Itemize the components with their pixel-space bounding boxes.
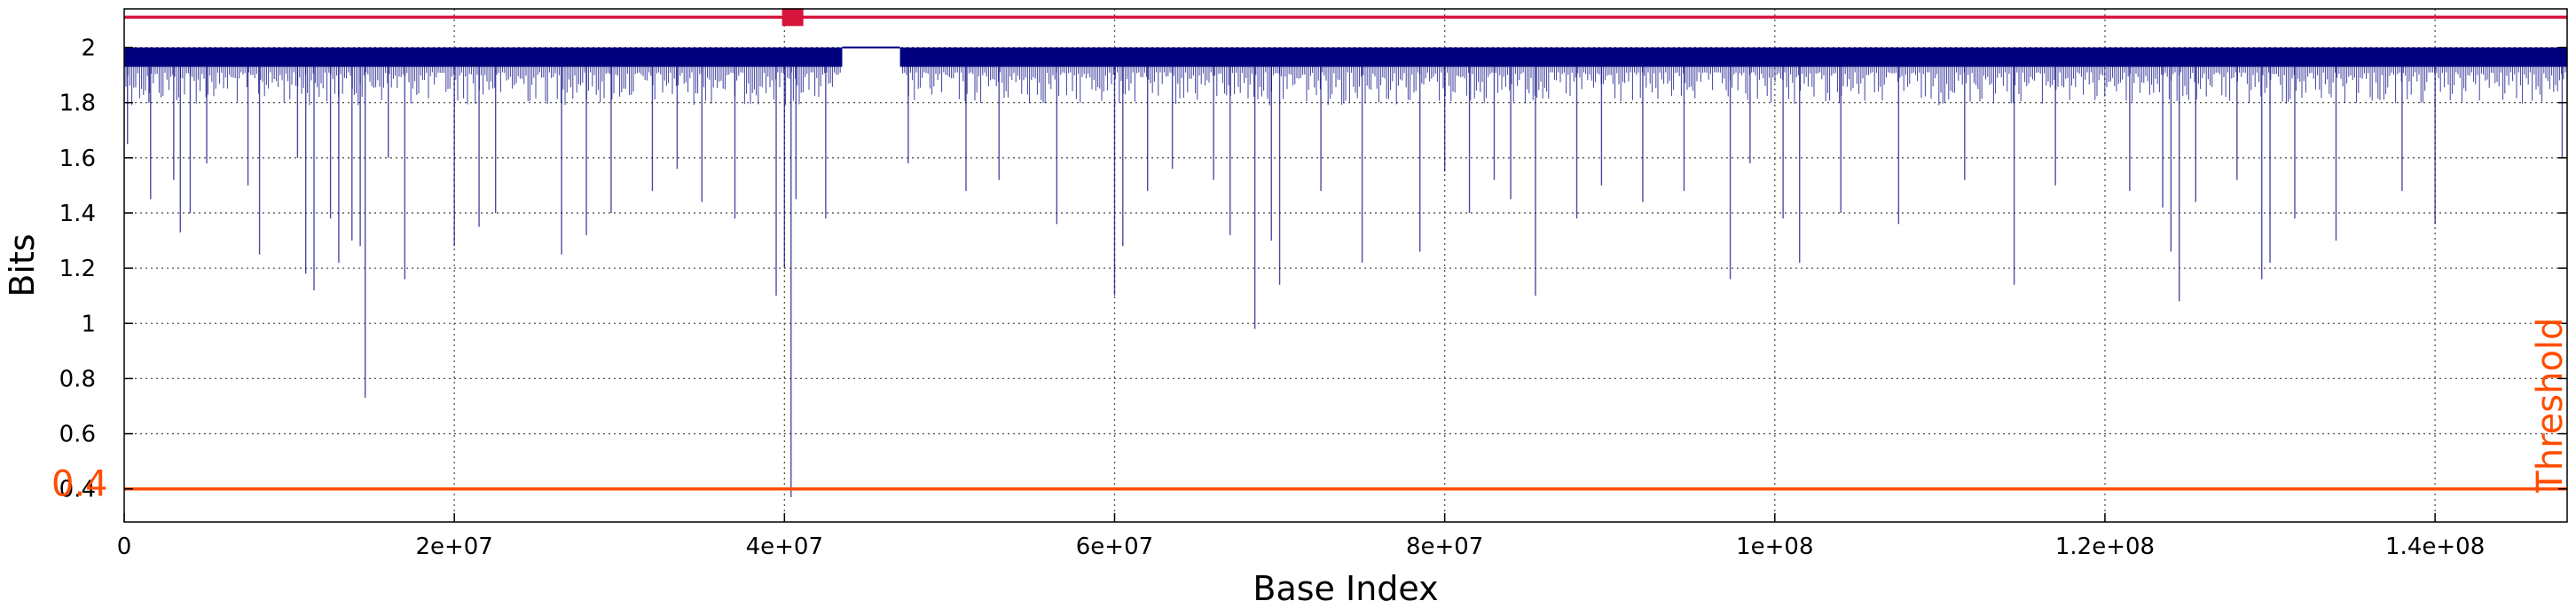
y-tick-label: 1.4: [59, 201, 96, 227]
y-tick-label: 0.8: [59, 366, 96, 392]
y-tick-label: 1.2: [59, 256, 96, 282]
x-tick-label: 4e+07: [746, 534, 823, 560]
x-tick-label: 1e+08: [1736, 534, 1813, 560]
y-tick-label: 0.6: [59, 422, 96, 448]
series-texture: [125, 47, 2566, 106]
x-tick-label: 8e+07: [1406, 534, 1483, 560]
overlay-lines: [124, 8, 2567, 491]
plot-frame: [123, 8, 2568, 523]
x-tick-label: 2e+07: [415, 534, 492, 560]
y-tick-label: 1: [81, 311, 96, 337]
series-bits: [124, 46, 2567, 498]
top-marker: [781, 8, 804, 27]
x-tick-label: 6e+07: [1076, 534, 1153, 560]
y-tick-label: 1.8: [59, 91, 96, 117]
y-tick-label: 1.6: [59, 146, 96, 172]
y-axis-title: Bits: [3, 233, 42, 297]
x-axis-title: Base Index: [1253, 569, 1438, 608]
x-tick-label: 1.4e+08: [2385, 534, 2485, 560]
y-tick-label: 0.4: [59, 477, 96, 503]
x-tick-label: 0: [117, 534, 132, 560]
x-tick-label: 1.2e+08: [2055, 534, 2155, 560]
threshold-value-label: 0.4: [51, 464, 108, 505]
series-band-right: [899, 47, 2567, 67]
y-tick-label: 2: [81, 36, 96, 62]
tick-labels: 0 2e+07 4e+07 6e+07 8e+07 1e+08 1.2e+08 1.4e+08…: [59, 36, 2486, 560]
axes: [123, 8, 2568, 523]
threshold-label: Threshold: [2530, 318, 2571, 494]
